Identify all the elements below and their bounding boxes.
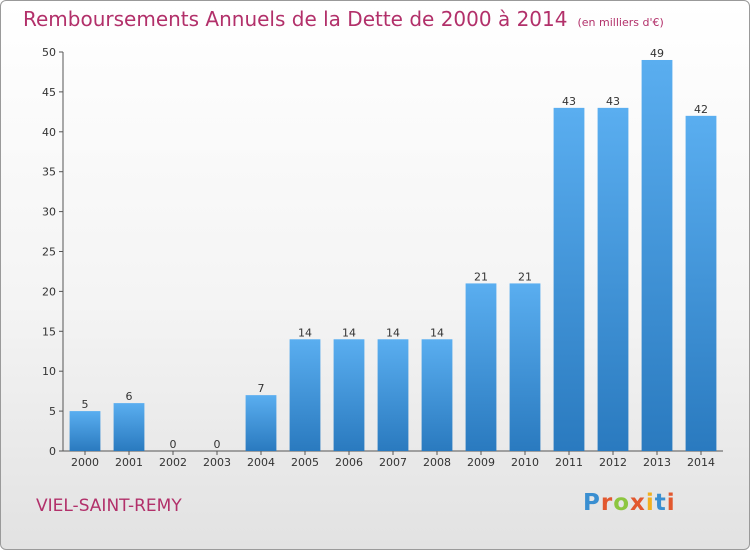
bar-value-label: 5 — [82, 398, 89, 411]
x-tick-label: 2009 — [467, 456, 495, 469]
bar — [641, 59, 673, 451]
y-tick-label: 25 — [42, 246, 56, 259]
logo-letter: r — [600, 490, 614, 516]
chart-title: Remboursements Annuels de la Dette de 20… — [23, 7, 664, 31]
y-tick-label: 50 — [42, 46, 56, 59]
bar-value-label: 7 — [258, 382, 265, 395]
bar-value-label: 14 — [386, 326, 400, 339]
bar-value-label: 0 — [214, 438, 221, 451]
bar-value-label: 0 — [170, 438, 177, 451]
logo-letter: x — [630, 490, 646, 516]
bar-value-label: 43 — [606, 95, 620, 108]
x-tick-label: 2002 — [159, 456, 187, 469]
bar — [245, 395, 277, 451]
x-tick-label: 2011 — [555, 456, 583, 469]
chart-unit: (en milliers d'€) — [577, 16, 664, 29]
x-tick-label: 2014 — [687, 456, 715, 469]
y-tick-label: 15 — [42, 325, 56, 338]
x-tick-label: 2005 — [291, 456, 319, 469]
bar-value-label: 14 — [298, 326, 312, 339]
chart-title-text: Remboursements Annuels de la Dette de 20… — [23, 7, 568, 31]
bars: 5 6 0 0 7 14 14 14 14 21 21 43 43 49 42 — [69, 47, 717, 452]
bar-value-label: 21 — [474, 270, 488, 283]
bar-value-label: 21 — [518, 270, 532, 283]
bar-value-label: 49 — [650, 47, 664, 60]
y-tick-label: 35 — [42, 166, 56, 179]
y-tick-label: 0 — [49, 445, 56, 458]
bar — [421, 339, 453, 451]
bar-value-label: 42 — [694, 103, 708, 116]
x-tick-label: 2010 — [511, 456, 539, 469]
bar-value-label: 14 — [342, 326, 356, 339]
bar-value-label: 43 — [562, 95, 576, 108]
bar — [289, 339, 321, 451]
bar — [553, 107, 585, 452]
bar — [377, 339, 409, 451]
bar — [333, 339, 365, 451]
y-tick-label: 5 — [49, 405, 56, 418]
y-tick-label: 40 — [42, 126, 56, 139]
bar-value-label: 14 — [430, 326, 444, 339]
y-tick-label: 10 — [42, 365, 56, 378]
bar — [685, 115, 717, 451]
bar — [509, 283, 541, 451]
logo-letter: i — [666, 490, 676, 516]
x-tick-label: 2000 — [71, 456, 99, 469]
x-tick-label: 2004 — [247, 456, 275, 469]
bar — [113, 403, 145, 451]
x-tick-label: 2012 — [599, 456, 627, 469]
x-tick-label: 2008 — [423, 456, 451, 469]
logo-letter: t — [654, 490, 667, 516]
x-tick-label: 2003 — [203, 456, 231, 469]
bar — [597, 107, 629, 452]
x-tick-label: 2006 — [335, 456, 363, 469]
x-tick-label: 2007 — [379, 456, 407, 469]
bar-value-label: 6 — [126, 390, 133, 403]
logo-letter: i — [645, 490, 655, 516]
x-tick-label: 2013 — [643, 456, 671, 469]
bar — [465, 283, 497, 451]
x-tick-label: 2001 — [115, 456, 143, 469]
logo-letter: o — [613, 490, 631, 516]
logo-letter: P — [583, 490, 601, 516]
y-tick-label: 20 — [42, 285, 56, 298]
proxiti-logo[interactable]: Proxiti — [583, 490, 676, 516]
y-tick-label: 30 — [42, 206, 56, 219]
commune-name: VIEL-SAINT-REMY — [36, 496, 182, 516]
y-tick-label: 45 — [42, 86, 56, 99]
bar — [69, 411, 101, 451]
